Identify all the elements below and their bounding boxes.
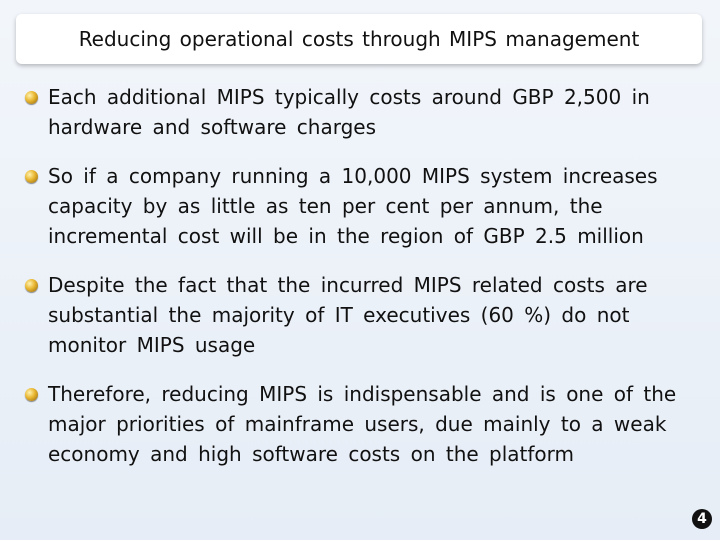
bullet-text: So if a company running a 10,000 MIPS sy… bbox=[48, 164, 658, 248]
bullet-icon bbox=[25, 279, 38, 292]
bullet-text: Despite the fact that the incurred MIPS … bbox=[48, 273, 648, 357]
bullet-text: Therefore, reducing MIPS is indispensabl… bbox=[48, 382, 677, 466]
bullet-item: Each additional MIPS typically costs aro… bbox=[20, 82, 700, 142]
bullet-icon bbox=[25, 170, 38, 183]
bullet-item: So if a company running a 10,000 MIPS sy… bbox=[20, 161, 700, 251]
bullet-item: Therefore, reducing MIPS is indispensabl… bbox=[20, 379, 700, 469]
slide-title: Reducing operational costs through MIPS … bbox=[78, 27, 640, 51]
slide-number-badge: 4 bbox=[692, 509, 712, 529]
title-box: Reducing operational costs through MIPS … bbox=[16, 14, 702, 64]
bullet-text: Each additional MIPS typically costs aro… bbox=[48, 85, 650, 139]
bullet-icon bbox=[25, 388, 38, 401]
bullet-item: Despite the fact that the incurred MIPS … bbox=[20, 270, 700, 360]
bullet-icon bbox=[25, 91, 38, 104]
bullet-list: Each additional MIPS typically costs aro… bbox=[20, 82, 700, 488]
